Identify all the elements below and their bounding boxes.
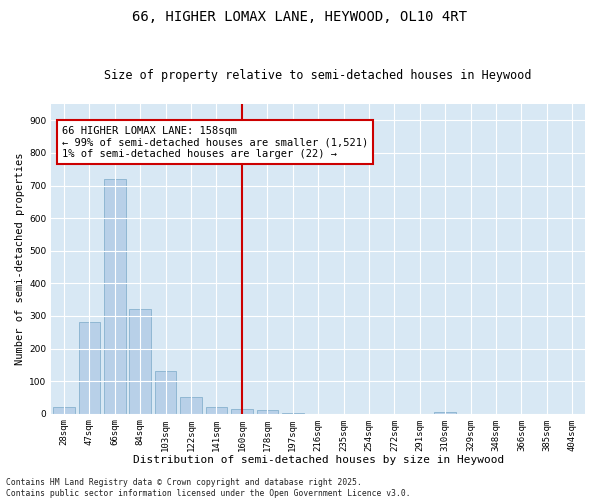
Bar: [231, 409, 253, 414]
Title: Size of property relative to semi-detached houses in Heywood: Size of property relative to semi-detach…: [104, 69, 532, 82]
X-axis label: Distribution of semi-detached houses by size in Heywood: Distribution of semi-detached houses by …: [133, 455, 504, 465]
Bar: [53, 407, 75, 414]
Bar: [155, 372, 176, 414]
Bar: [79, 322, 100, 414]
Bar: [434, 412, 456, 414]
Text: 66 HIGHER LOMAX LANE: 158sqm
← 99% of semi-detached houses are smaller (1,521)
1: 66 HIGHER LOMAX LANE: 158sqm ← 99% of se…: [62, 126, 368, 159]
Text: 66, HIGHER LOMAX LANE, HEYWOOD, OL10 4RT: 66, HIGHER LOMAX LANE, HEYWOOD, OL10 4RT: [133, 10, 467, 24]
Bar: [282, 412, 304, 414]
Bar: [180, 398, 202, 413]
Bar: [257, 410, 278, 414]
Bar: [206, 407, 227, 414]
Y-axis label: Number of semi-detached properties: Number of semi-detached properties: [15, 152, 25, 365]
Bar: [104, 179, 125, 414]
Text: Contains HM Land Registry data © Crown copyright and database right 2025.
Contai: Contains HM Land Registry data © Crown c…: [6, 478, 410, 498]
Bar: [130, 310, 151, 414]
